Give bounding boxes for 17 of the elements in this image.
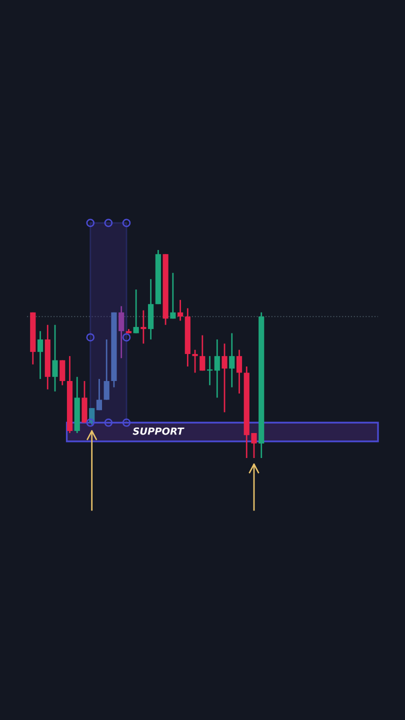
candlestick — [96, 378, 102, 411]
band-label: SUPPORT — [132, 427, 184, 435]
candlestick — [177, 299, 184, 322]
candlestick — [200, 334, 206, 372]
candlestick — [236, 349, 242, 394]
candlestick — [214, 338, 220, 398]
candlestick — [104, 338, 110, 400]
candlestick — [133, 288, 139, 334]
candlestick — [52, 324, 58, 392]
candlestick — [222, 342, 228, 413]
candlestick — [37, 330, 44, 380]
candlestick — [60, 360, 66, 386]
candlestick — [170, 272, 176, 320]
candlestick — [140, 310, 146, 344]
candlestick — [192, 349, 198, 374]
candlestick — [229, 332, 235, 388]
candlestick — [118, 305, 124, 359]
